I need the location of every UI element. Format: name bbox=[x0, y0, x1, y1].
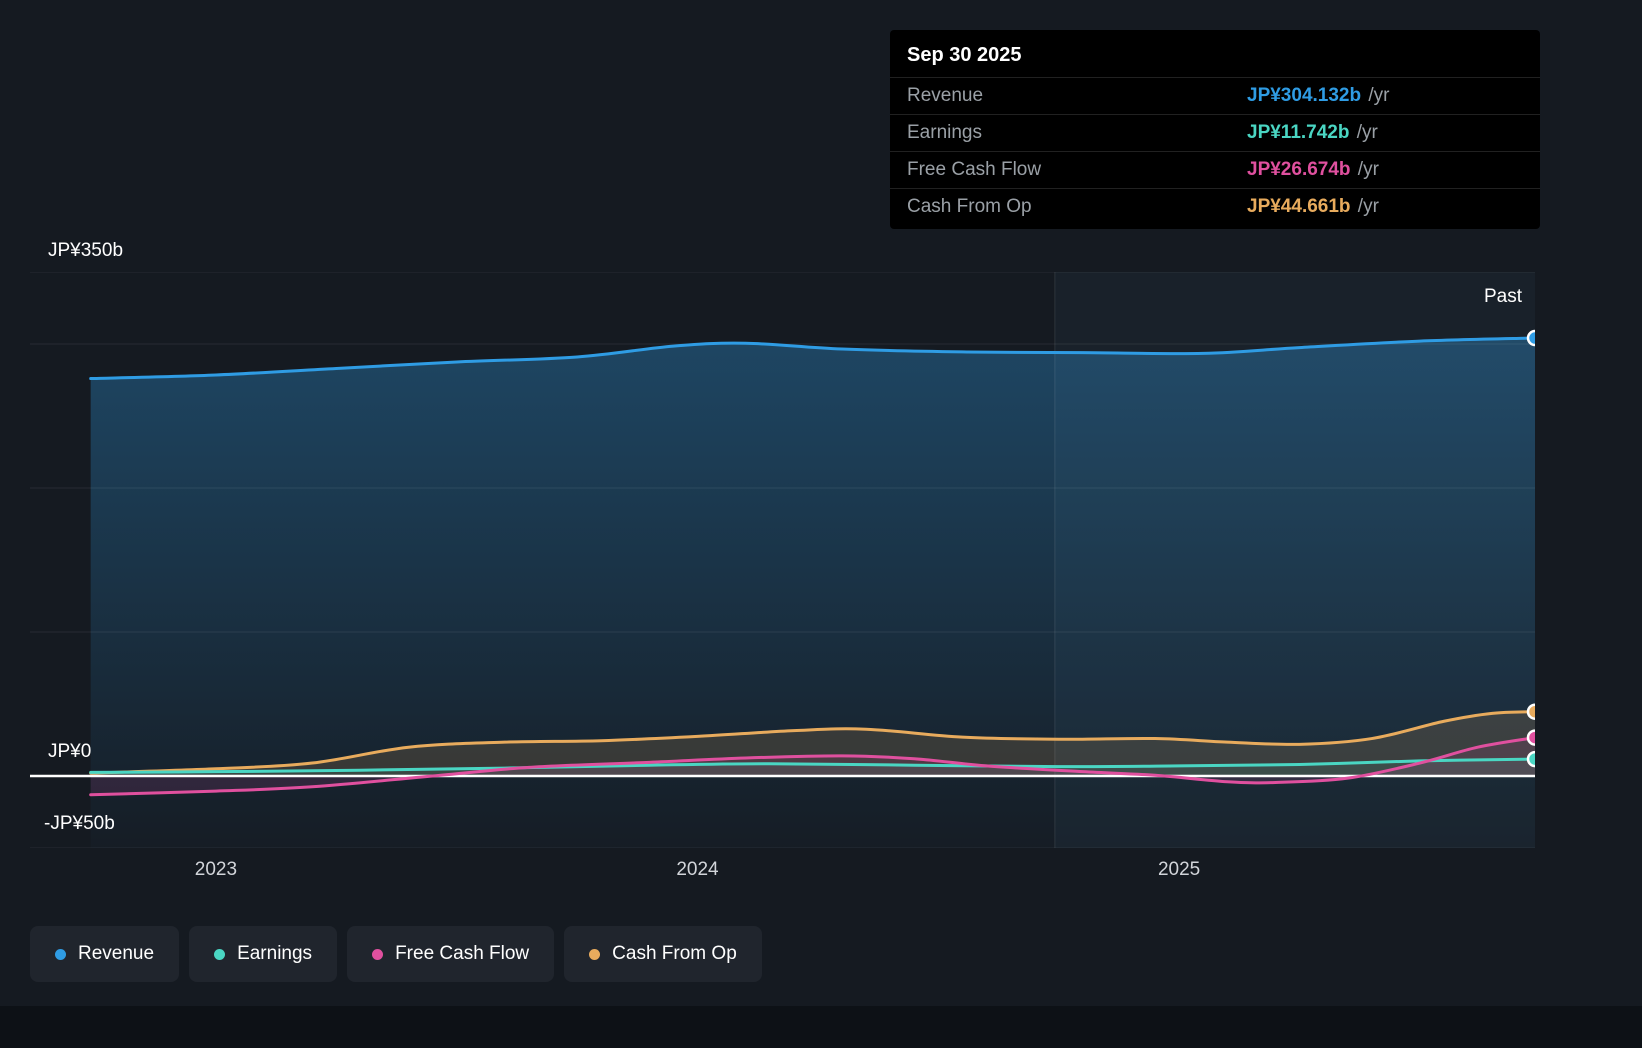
tooltip-row-earnings: Earnings JP¥11.742b /yr bbox=[890, 114, 1540, 151]
cash-from-op-area bbox=[90, 711, 1535, 776]
tooltip-row-label: Earnings bbox=[907, 122, 982, 143]
chart-canvas bbox=[30, 272, 1535, 848]
chart-tooltip: Sep 30 2025 Revenue JP¥304.132b /yr Earnin… bbox=[890, 30, 1540, 229]
revenue-area bbox=[90, 338, 1535, 848]
tooltip-row-value: JP¥26.674b /yr bbox=[1247, 159, 1379, 180]
past-region-overlay bbox=[1054, 272, 1535, 848]
legend-item-revenue[interactable]: Revenue bbox=[30, 926, 180, 982]
footer-strip bbox=[0, 1006, 1642, 1048]
legend-item-earnings[interactable]: Earnings bbox=[189, 926, 338, 982]
legend-label: Earnings bbox=[237, 943, 313, 964]
tooltip-row-cash-from-op: Cash From Op JP¥44.661b /yr bbox=[890, 188, 1540, 225]
earnings-end-dot bbox=[1526, 750, 1535, 768]
tooltip-row-label: Free Cash Flow bbox=[907, 159, 1042, 180]
tooltip-row-revenue: Revenue JP¥304.132b /yr bbox=[890, 77, 1540, 114]
free-cash-flow-line bbox=[89, 736, 1535, 797]
earnings-area bbox=[90, 759, 1535, 776]
x-axis-label-2023: 2023 bbox=[194, 859, 238, 880]
free-cash-flow-legend-dot bbox=[372, 948, 384, 960]
y-axis-label-neg50b: -JP¥50b bbox=[44, 813, 115, 834]
tooltip-date: Sep 30 2025 bbox=[907, 44, 1022, 66]
cash-from-op-line bbox=[89, 710, 1535, 775]
tooltip-row-free-cash-flow: Free Cash Flow JP¥26.674b /yr bbox=[890, 151, 1540, 188]
cash-from-op-legend-dot bbox=[589, 948, 601, 960]
y-axis-label-0: JP¥0 bbox=[48, 741, 92, 762]
earnings-legend-dot bbox=[214, 948, 226, 960]
past-label: Past bbox=[1483, 286, 1522, 307]
legend-item-free-cash-flow[interactable]: Free Cash Flow bbox=[347, 926, 555, 982]
chart-plot-area[interactable]: Past bbox=[30, 272, 1535, 848]
free-cash-flow-area bbox=[90, 737, 1535, 795]
earnings-line bbox=[89, 757, 1535, 774]
cash-from-op-end-dot bbox=[1526, 703, 1535, 720]
legend-label: Free Cash Flow bbox=[395, 943, 530, 964]
y-axis-label-350b: JP¥350b bbox=[48, 240, 124, 261]
revenue-end-dot bbox=[1526, 329, 1535, 347]
tooltip-row-value: JP¥44.661b /yr bbox=[1247, 196, 1379, 217]
x-axis-label-2025: 2025 bbox=[1157, 859, 1201, 880]
tooltip-row-label: Cash From Op bbox=[907, 196, 1032, 217]
tooltip-row-value: JP¥11.742b /yr bbox=[1247, 122, 1378, 143]
legend-label: Revenue bbox=[78, 943, 155, 964]
tooltip-row-label: Revenue bbox=[907, 85, 984, 106]
x-axis-label-2024: 2024 bbox=[676, 859, 719, 880]
tooltip-rows: Revenue JP¥304.132b /yr Earnings JP¥11.742b… bbox=[890, 77, 1540, 225]
revenue-line bbox=[89, 336, 1535, 381]
legend-label: Cash From Op bbox=[612, 943, 737, 964]
chart-legend: Revenue Earnings Free Cash Flow Cash From O… bbox=[30, 926, 762, 982]
revenue-legend-dot bbox=[55, 948, 66, 960]
tooltip-row-value: JP¥304.132b /yr bbox=[1247, 85, 1390, 106]
free-cash-flow-end-dot bbox=[1526, 729, 1535, 746]
legend-item-cash-from-op[interactable]: Cash From Op bbox=[564, 926, 762, 982]
